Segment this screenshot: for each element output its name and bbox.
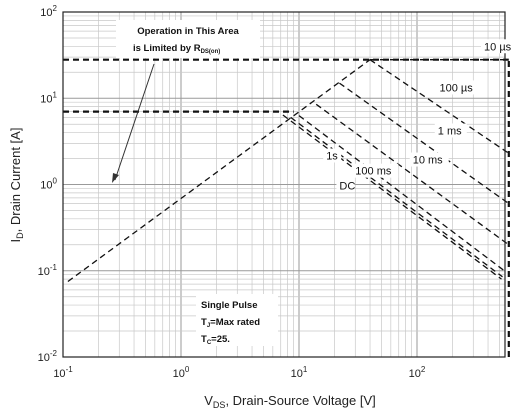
curve-100-s xyxy=(369,59,510,154)
curve-dc xyxy=(282,114,502,280)
curve-label: 10 ms xyxy=(413,155,443,167)
curve-label-bg xyxy=(434,123,467,138)
rds-note-arrow xyxy=(114,63,155,181)
pulse-note-line1: Single Pulse xyxy=(201,300,258,311)
curve-label-bg xyxy=(436,80,483,95)
curve-label: DC xyxy=(339,180,355,192)
curve-100-ms xyxy=(298,115,505,272)
rds-note-line1: Operation in This Area xyxy=(137,26,239,37)
curve-label: 1 ms xyxy=(438,125,462,137)
curve-label-bg xyxy=(352,163,399,178)
curve-1-ms xyxy=(339,82,510,205)
pulse-note-line2: TJ=Max rated xyxy=(201,317,260,329)
rds-note-line2: is Limited by RDS(on) xyxy=(133,43,220,55)
y-tick-label: 100 xyxy=(40,177,57,192)
rds-note-box xyxy=(116,20,260,58)
y-axis-title: ID, Drain Current [A] xyxy=(8,128,25,243)
rds-on-limit-line xyxy=(67,59,371,283)
x-tick-label: 10-1 xyxy=(53,365,73,380)
curve-label-bg xyxy=(409,152,449,167)
curve-label: 100 ms xyxy=(355,166,392,178)
x-tick-label: 100 xyxy=(173,365,190,380)
curve-label: 10 µs xyxy=(484,41,511,53)
curve-10-ms xyxy=(315,103,510,246)
curve-label-bg xyxy=(481,39,511,54)
annotations: Operation in This Area is Limited by RDS… xyxy=(112,20,278,346)
curve-label-bg xyxy=(336,178,355,193)
curve-1s xyxy=(290,116,503,278)
y-tick-label: 102 xyxy=(40,4,57,19)
y-tick-label: 10-2 xyxy=(38,349,58,364)
pulse-note-line3: TC=25. xyxy=(201,334,230,346)
soa-curves xyxy=(63,58,510,357)
plot-frame xyxy=(62,11,506,358)
x-tick-label: 101 xyxy=(291,365,308,380)
x-tick-label: 102 xyxy=(409,365,426,380)
y-tick-label: 101 xyxy=(40,90,57,105)
x-axis-title: VDS, Drain-Source Voltage [V] xyxy=(204,393,376,410)
y-tick-label: 10-1 xyxy=(38,263,58,278)
curve-label-bg xyxy=(323,148,342,163)
grid xyxy=(62,12,505,358)
rds-note-arrowhead xyxy=(112,173,119,183)
curve-labels: 10 µs 100 µs 1 ms 10 ms 100 ms 1s DC xyxy=(323,39,511,193)
curve-label: 100 µs xyxy=(439,82,473,94)
curve-label: 1s xyxy=(326,150,338,162)
pulse-note-box xyxy=(196,294,278,346)
